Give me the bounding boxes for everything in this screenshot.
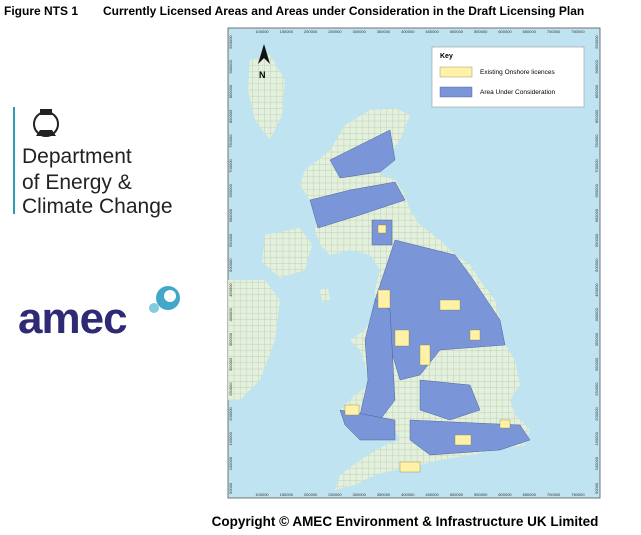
x-tick-label: 550000	[474, 492, 488, 497]
x-tick-label: 150000	[280, 29, 294, 34]
y-tick-label: 800000	[228, 109, 233, 123]
y-tick-label: 250000	[228, 382, 233, 396]
y-tick-label: 500000	[228, 258, 233, 272]
x-tick-label: 100000	[255, 492, 269, 497]
x-tick-label: 450000	[425, 492, 439, 497]
y-tick-label: 400000	[594, 307, 599, 321]
y-tick-label: 950000	[228, 35, 233, 49]
north-label: N	[259, 70, 266, 80]
y-tick-label: 600000	[228, 208, 233, 222]
tick-labels: 100000 100000 150000 150000 200000 200000 2500…	[228, 29, 599, 497]
x-tick-label: 500000	[450, 492, 464, 497]
x-tick-label: 400000	[401, 492, 415, 497]
x-tick-label: 500000	[450, 29, 464, 34]
y-tick-label: 300000	[228, 357, 233, 371]
x-tick-label: 650000	[523, 492, 537, 497]
y-tick-label: 750000	[594, 134, 599, 148]
x-tick-label: 200000	[304, 492, 318, 497]
map: 100000 100000 150000 150000 200000 200000 2500…	[227, 27, 601, 499]
y-tick-label: 850000	[594, 84, 599, 98]
x-tick-label: 750000	[571, 492, 585, 497]
y-tick-label: 850000	[228, 84, 233, 98]
amec-mark	[149, 286, 180, 313]
y-tick-label: 600000	[594, 208, 599, 222]
y-tick-label: 500000	[594, 258, 599, 272]
x-tick-label: 550000	[474, 29, 488, 34]
y-tick-label: 900000	[594, 59, 599, 73]
legend-label: Existing Onshore licences	[480, 69, 556, 76]
x-tick-label: 600000	[498, 492, 512, 497]
amec-logo: amec	[18, 294, 127, 343]
y-tick-label: 50000	[594, 482, 599, 494]
x-tick-label: 650000	[523, 29, 537, 34]
y-tick-label: 150000	[228, 431, 233, 445]
x-tick-label: 300000	[353, 492, 367, 497]
north-arrow	[258, 44, 270, 64]
existing-licences	[344, 224, 511, 473]
y-tick-label: 350000	[594, 332, 599, 346]
y-tick-label: 700000	[594, 159, 599, 173]
y-tick-label: 550000	[228, 233, 233, 247]
y-tick-label: 300000	[594, 357, 599, 371]
copyright: Copyright © AMEC Environment & Infrastru…	[212, 514, 599, 529]
y-tick-label: 150000	[594, 431, 599, 445]
x-tick-label: 700000	[547, 492, 561, 497]
x-tick-label: 750000	[571, 29, 585, 34]
legend-swatch	[439, 66, 473, 78]
decc-line: Department	[22, 145, 132, 168]
figure-label: Figure NTS 1	[4, 4, 78, 18]
crest	[33, 109, 59, 137]
y-tick-label: 350000	[228, 332, 233, 346]
y-tick-label: 700000	[228, 159, 233, 173]
x-tick-label: 150000	[280, 492, 294, 497]
y-tick-label: 650000	[594, 183, 599, 197]
figure-title: Currently Licensed Areas and Areas under…	[103, 4, 584, 18]
y-tick-label: 100000	[594, 456, 599, 470]
x-tick-label: 450000	[425, 29, 439, 34]
x-tick-label: 700000	[547, 29, 561, 34]
x-tick-label: 300000	[353, 29, 367, 34]
y-tick-label: 50000	[228, 482, 233, 494]
y-tick-label: 200000	[594, 407, 599, 421]
x-tick-label: 250000	[328, 492, 342, 497]
x-tick-label: 350000	[377, 29, 391, 34]
x-tick-label: 100000	[255, 29, 269, 34]
x-tick-label: 400000	[401, 29, 415, 34]
y-tick-label: 950000	[594, 35, 599, 49]
y-tick-label: 250000	[594, 382, 599, 396]
legend-title: Key	[440, 53, 453, 60]
x-tick-label: 600000	[498, 29, 512, 34]
x-tick-label: 200000	[304, 29, 318, 34]
y-tick-label: 650000	[228, 183, 233, 197]
y-tick-label: 450000	[228, 283, 233, 297]
y-tick-label: 100000	[228, 456, 233, 470]
y-tick-label: 550000	[594, 233, 599, 247]
legend-label: Area Under Consideration	[480, 89, 556, 96]
x-tick-label: 350000	[377, 492, 391, 497]
y-tick-label: 900000	[228, 59, 233, 73]
y-tick-label: 800000	[594, 109, 599, 123]
legend-swatch	[439, 86, 473, 98]
decc-line: of Energy &	[22, 171, 132, 194]
x-tick-label: 250000	[328, 29, 342, 34]
y-tick-label: 200000	[228, 407, 233, 421]
y-tick-label: 400000	[228, 307, 233, 321]
y-tick-label: 450000	[594, 283, 599, 297]
decc-line: Climate Change	[22, 195, 173, 218]
y-tick-label: 750000	[228, 134, 233, 148]
